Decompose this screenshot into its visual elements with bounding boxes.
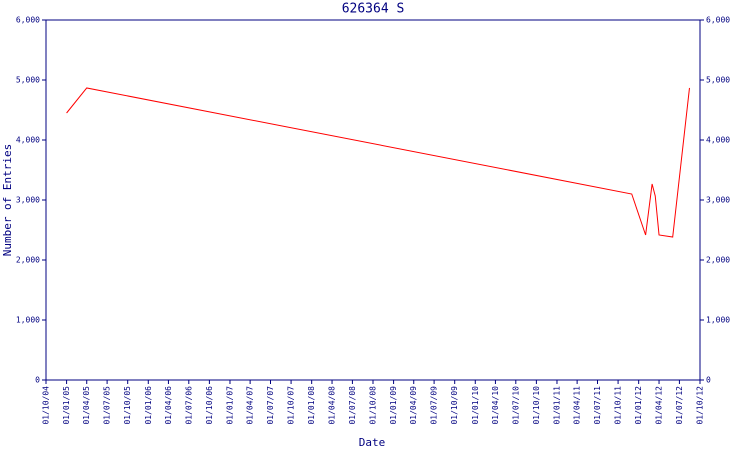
- x-tick-label: 01/07/09: [430, 386, 439, 425]
- y-tick-label: 2,000: [16, 256, 40, 265]
- x-tick-label: 01/10/11: [614, 386, 623, 425]
- x-tick-label: 01/07/06: [184, 386, 193, 425]
- y2-tick-label: 5,000: [706, 76, 730, 85]
- x-tick-label: 01/01/07: [225, 386, 234, 425]
- x-tick-label: 01/10/07: [287, 386, 296, 425]
- x-tick-label: 01/07/11: [593, 386, 602, 425]
- x-tick-label: 01/10/09: [450, 386, 459, 425]
- x-tick-label: 01/04/08: [328, 386, 337, 425]
- x-tick-label: 01/10/10: [532, 386, 541, 425]
- x-tick-label: 01/01/11: [552, 386, 561, 425]
- y-tick-label: 6,000: [16, 16, 40, 25]
- x-tick-label: 01/04/05: [82, 386, 91, 425]
- y2-tick-label: 1,000: [706, 316, 730, 325]
- x-tick-label: 01/01/08: [307, 386, 316, 425]
- chart-title: 626364 S: [342, 2, 405, 17]
- x-tick-label: 01/10/12: [696, 386, 705, 425]
- y2-tick-label: 0: [706, 376, 711, 385]
- x-axis-label: Date: [359, 436, 386, 449]
- x-tick-label: 01/01/10: [471, 386, 480, 425]
- x-tick-label: 01/07/08: [348, 386, 357, 425]
- plot-frame: [45, 19, 701, 381]
- x-tick-label: 01/01/06: [144, 386, 153, 425]
- x-tick-label: 01/04/10: [491, 386, 500, 425]
- x-tick-label: 01/10/04: [42, 386, 51, 425]
- x-tick-label: 01/10/08: [369, 386, 378, 425]
- x-tick-label: 01/07/12: [675, 386, 684, 425]
- y-tick-label: 5,000: [16, 76, 40, 85]
- y2-tick-label: 6,000: [706, 16, 730, 25]
- x-tick-label: 01/04/06: [164, 386, 173, 425]
- y-tick-label: 0: [35, 376, 40, 385]
- y2-tick-label: 4,000: [706, 136, 730, 145]
- x-tick-label: 01/04/11: [573, 386, 582, 425]
- x-tick-label: 01/10/06: [205, 386, 214, 425]
- y-tick-label: 4,000: [16, 136, 40, 145]
- y2-tick-label: 2,000: [706, 256, 730, 265]
- data-line: [66, 87, 690, 238]
- y-tick-label: 3,000: [16, 196, 40, 205]
- x-tick-label: 01/04/12: [655, 386, 664, 425]
- x-tick-label: 01/07/05: [103, 386, 112, 425]
- y-tick-label: 1,000: [16, 316, 40, 325]
- x-tick-label: 01/01/09: [389, 386, 398, 425]
- x-tick-label: 01/07/07: [266, 386, 275, 425]
- x-tick-label: 01/04/09: [409, 386, 418, 425]
- x-tick-label: 01/10/05: [123, 386, 132, 425]
- x-tick-label: 01/07/10: [511, 386, 520, 425]
- x-tick-label: 01/04/07: [246, 386, 255, 425]
- x-tick-label: 01/01/12: [634, 386, 643, 425]
- y2-tick-label: 3,000: [706, 196, 730, 205]
- x-tick-label: 01/01/05: [62, 386, 71, 425]
- y-axis-label: Number of Entries: [1, 144, 14, 257]
